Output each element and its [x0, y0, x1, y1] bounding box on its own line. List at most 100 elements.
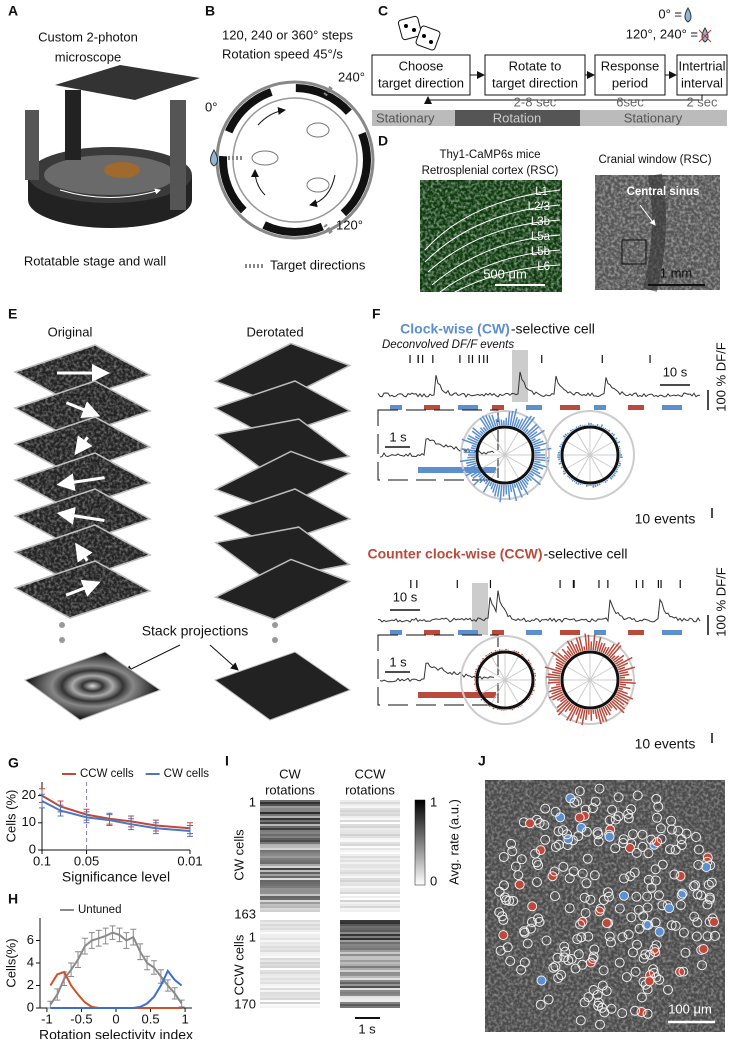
- polar-bar: [615, 438, 617, 439]
- polar-bar: [559, 446, 561, 447]
- polar-bar: [567, 433, 568, 434]
- heatmap-row: [340, 968, 400, 970]
- heatmap-row: [340, 844, 400, 846]
- polar-bar: [477, 694, 478, 695]
- heatmap-row: [340, 992, 400, 994]
- heatmap-row: [260, 828, 320, 830]
- polar-bar: [619, 672, 628, 674]
- heatmap-row: [340, 970, 400, 972]
- colorbar-label: Avg. rate (a.u.): [446, 799, 461, 885]
- panel-label: C: [378, 3, 388, 19]
- rotation-bar: [594, 630, 606, 635]
- heatmap-row: [260, 892, 320, 894]
- heatmap-row: [340, 954, 400, 956]
- heatmap-row: [260, 922, 320, 924]
- heatmap-row: [260, 1002, 320, 1004]
- cell-mask: [637, 1008, 646, 1017]
- column-title: CCW: [354, 766, 386, 781]
- heatmap-row: [340, 830, 400, 832]
- rotation-bar: [662, 405, 682, 410]
- polar-bar: [486, 655, 487, 656]
- rotation-bar: [628, 405, 644, 410]
- heatmap-row: [260, 962, 320, 964]
- heatmap-row: [260, 1004, 320, 1006]
- heatmap-row: [340, 874, 400, 876]
- heatmap-row: [340, 944, 400, 946]
- polar-bar: [576, 427, 577, 428]
- highlight: [472, 583, 488, 635]
- polar-bar: [607, 480, 608, 481]
- image-frame: [15, 561, 150, 618]
- heatmap-row: [340, 864, 400, 866]
- layer: L1: [535, 186, 548, 198]
- heatmap-row: [340, 808, 400, 810]
- polar-bar: [464, 452, 475, 453]
- column-title: rotations: [345, 782, 395, 797]
- heatmap-row: [340, 806, 400, 808]
- scale-label: 10 s: [663, 364, 688, 379]
- polar-bar: [508, 412, 509, 426]
- heatmap-row: [260, 840, 320, 842]
- annotation: Central sinus: [627, 186, 700, 198]
- polar-bar: [563, 436, 565, 438]
- polar-bar: [568, 476, 569, 477]
- polar-bar: [552, 672, 560, 674]
- cell-mask: [645, 977, 654, 986]
- heatmap-row: [340, 904, 400, 906]
- heatmap-row: [340, 994, 400, 996]
- panel-label: J: [478, 753, 486, 769]
- heatmap-row: [340, 886, 400, 888]
- heatmap-row: [340, 832, 400, 834]
- layer: L3b: [531, 216, 550, 228]
- step: period: [612, 75, 648, 90]
- cell-mask: [699, 945, 708, 954]
- polar-bar: [618, 465, 620, 466]
- y-tick-label: 4: [27, 954, 34, 969]
- heatmap-row: [260, 800, 320, 802]
- x-axis-label: Rotation selectivity index: [39, 1027, 193, 1039]
- heatmap-row: [260, 822, 320, 824]
- polar-bar: [584, 646, 585, 650]
- polar-bar: [467, 457, 475, 458]
- heatmap-row: [340, 946, 400, 948]
- heatmap-row: [260, 832, 320, 834]
- heatmap-row: [260, 968, 320, 970]
- polar-bar: [471, 448, 476, 449]
- caption: Rotatable stage and wall: [24, 253, 166, 268]
- x-tick-label: 0.01: [177, 853, 202, 868]
- polar-bar: [510, 485, 511, 492]
- heatmap-row: [340, 1006, 400, 1008]
- scale-label: 10 s: [393, 589, 418, 604]
- heatmap-row: [340, 858, 400, 860]
- polar-bar: [574, 481, 575, 482]
- heatmap-row: [340, 846, 400, 848]
- heatmap-row: [340, 966, 400, 968]
- scale-label: 1 mm: [660, 265, 693, 280]
- row-title: CCW cells: [231, 934, 246, 995]
- polar-bar: [595, 710, 597, 719]
- heatmap-row: [340, 820, 400, 822]
- cell-title: -selective cell: [544, 546, 628, 562]
- cell-mask: [620, 891, 629, 900]
- column-title: Original: [48, 324, 93, 339]
- polar-bar: [569, 477, 570, 478]
- heatmap-row: [260, 908, 320, 910]
- step: interval: [681, 75, 723, 90]
- legend: Target directions: [270, 257, 366, 272]
- panel-label: H: [8, 891, 18, 907]
- error-bar: [151, 961, 157, 975]
- heatmap-row: [340, 900, 400, 902]
- heatmap-row: [260, 814, 320, 816]
- polar-bar: [514, 484, 515, 488]
- annotation: Deconvolved DF/F events: [382, 339, 514, 351]
- rotation-bar: [458, 630, 478, 635]
- polar-bar: [565, 434, 567, 436]
- polar-bar: [615, 471, 617, 472]
- polar-bar: [563, 471, 564, 472]
- cell-title: Counter clock-wise (CCW): [367, 546, 542, 562]
- heatmap-row: [260, 972, 320, 974]
- heatmap-row: [260, 820, 320, 822]
- heatmap: [260, 800, 320, 912]
- heatmap-row: [260, 898, 320, 900]
